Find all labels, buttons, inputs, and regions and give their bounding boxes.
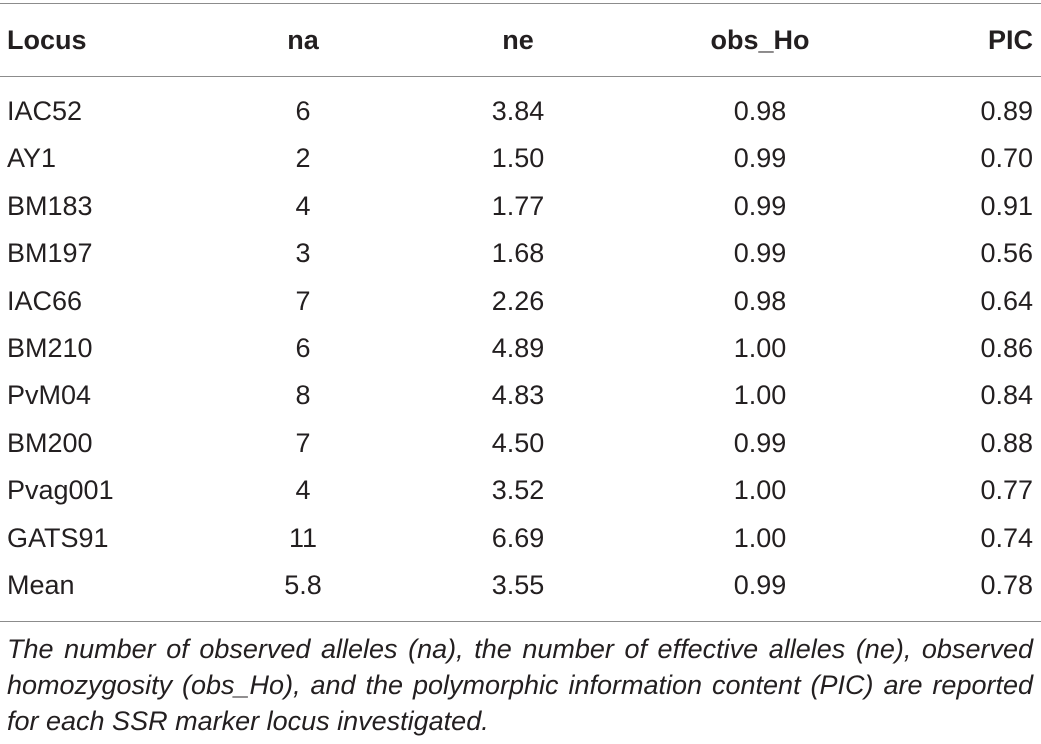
cell-ne: 4.83 [491,380,545,411]
cell-ne: 2.26 [491,285,545,316]
cell-pic: 0.89 [980,96,1033,126]
cell-obs-ho: 1.00 [733,380,787,411]
cell-ne: 1.77 [491,190,545,221]
cell-obs-ho: 0.99 [733,190,787,221]
cell-locus: AY1 [7,143,57,174]
cell-obs-ho: 1.00 [733,475,787,506]
cell-pic: 0.74 [980,522,1033,553]
cell-locus: IAC52 [7,96,83,126]
header-bottom-rule [0,76,1041,77]
cell-ne: 3.52 [491,475,545,506]
cell-locus: BM200 [7,427,93,458]
cell-na: 7 [295,285,311,316]
table-row: BM200 7 4.50 0.99 0.88 [0,420,1041,467]
table-bottom-rule [0,621,1041,622]
cell-na: 8 [295,380,311,411]
cell-na: 6 [295,96,311,126]
cell-na: 11 [288,522,318,553]
table-footnote: The number of observed alleles (na), the… [7,634,1033,736]
cell-na: 4 [295,190,311,221]
cell-obs-ho: 0.99 [733,427,787,458]
cell-ne: 4.50 [491,427,545,458]
cell-obs-ho: 0.98 [733,285,787,316]
cell-locus: Mean [7,570,75,600]
table-row: PvM04 8 4.83 1.00 0.84 [0,372,1041,419]
table-header-row: Locus na ne obs_Ho PIC [0,17,1041,64]
cell-pic: 0.78 [980,570,1033,600]
cell-ne: 4.89 [491,333,545,363]
cell-pic: 0.56 [980,238,1033,269]
header-locus: Locus [7,25,87,55]
table-row: Mean 5.8 3.55 0.99 0.78 [0,562,1041,609]
table-row: BM210 6 4.89 1.00 0.86 [0,325,1041,372]
cell-obs-ho: 1.00 [733,333,787,363]
cell-na: 7 [295,427,311,458]
cell-obs-ho: 0.99 [733,238,787,269]
cell-locus: IAC66 [7,285,83,316]
cell-ne: 1.50 [491,143,545,174]
cell-ne: 1.68 [491,238,545,269]
table-row: Pvag001 4 3.52 1.00 0.77 [0,467,1041,514]
cell-na: 3 [295,238,311,269]
table-row: GATS91 11 6.69 1.00 0.74 [0,515,1041,562]
cell-ne: 3.55 [491,570,545,600]
table-row: BM183 4 1.77 0.99 0.91 [0,183,1041,230]
cell-pic: 0.86 [980,333,1033,363]
table-row: IAC52 6 3.84 0.98 0.89 [0,88,1041,135]
cell-na: 5.8 [284,570,322,600]
cell-locus: BM210 [7,333,93,363]
cell-na: 4 [295,475,311,506]
cell-obs-ho: 1.00 [733,522,787,553]
cell-ne: 6.69 [491,522,545,553]
cell-obs-ho: 0.99 [733,143,787,174]
cell-pic: 0.77 [980,475,1033,506]
cell-ne: 3.84 [491,96,545,126]
table-row: IAC66 7 2.26 0.98 0.64 [0,278,1041,325]
cell-na: 6 [295,333,311,363]
header-pic: PIC [987,25,1033,55]
cell-locus: BM197 [7,238,93,269]
cell-pic: 0.70 [980,143,1033,174]
cell-locus: PvM04 [7,380,92,411]
cell-na: 2 [295,143,311,174]
cell-obs-ho: 0.98 [733,96,787,126]
cell-pic: 0.64 [980,285,1033,316]
cell-pic: 0.84 [980,380,1033,411]
header-na: na [287,25,319,55]
cell-pic: 0.91 [980,190,1033,221]
cell-pic: 0.88 [980,427,1033,458]
cell-locus: GATS91 [7,522,109,553]
table-row: AY1 2 1.50 0.99 0.70 [0,135,1041,182]
cell-locus: Pvag001 [7,475,114,506]
table-row: BM197 3 1.68 0.99 0.56 [0,230,1041,277]
cell-locus: BM183 [7,190,93,221]
cell-obs-ho: 0.99 [733,570,787,600]
header-ne: ne [502,25,534,55]
table-top-rule [0,3,1041,4]
header-obs-ho: obs_Ho [710,25,810,55]
